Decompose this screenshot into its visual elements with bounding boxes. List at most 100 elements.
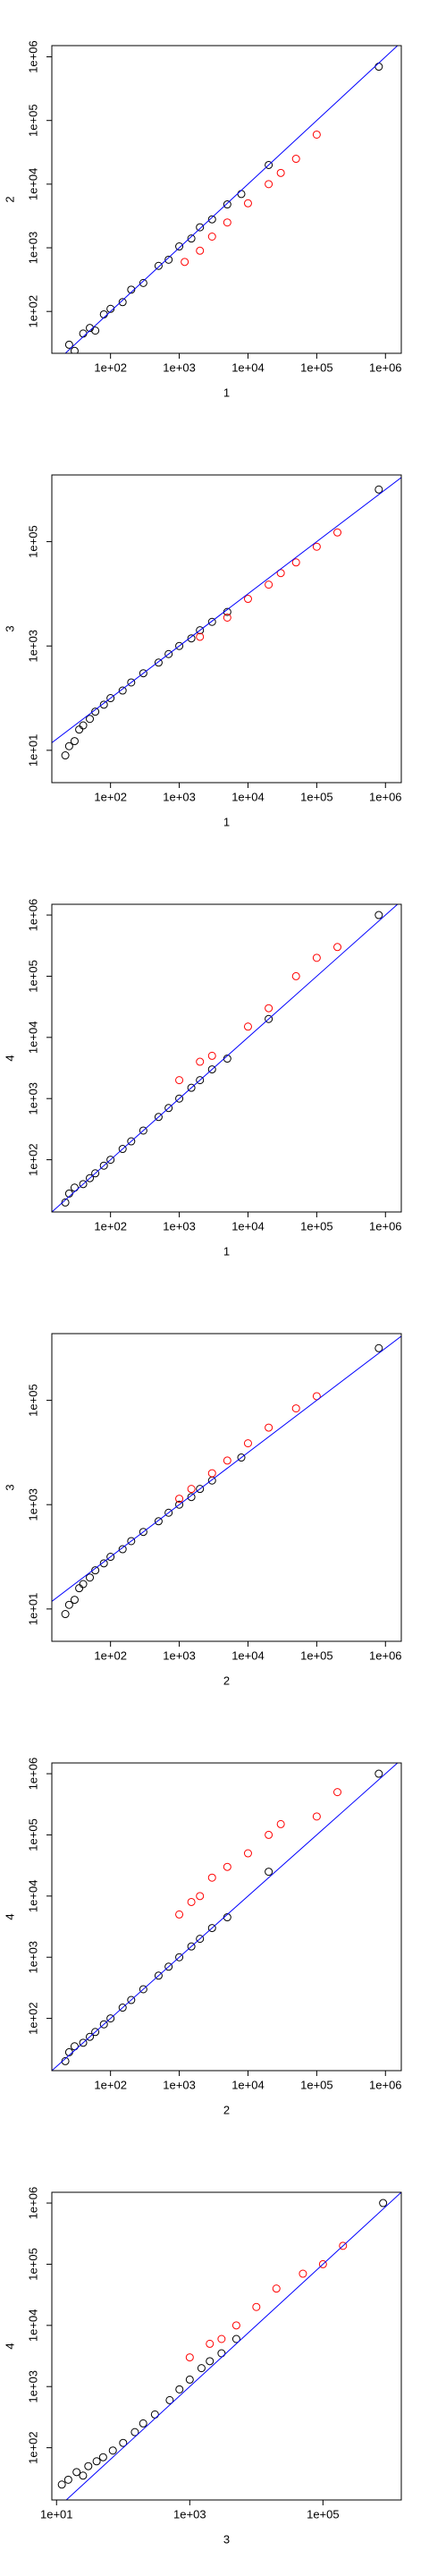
point xyxy=(70,1596,79,1605)
x-tick-label: 1e+03 xyxy=(163,2078,196,2091)
y-tick-label: 1e+03 xyxy=(26,2370,39,2403)
y-tick-label: 1e+04 xyxy=(26,2309,39,2343)
point xyxy=(223,218,231,227)
point xyxy=(118,686,127,695)
point xyxy=(272,2284,281,2293)
point xyxy=(217,2334,226,2343)
panel: 1e+02 1e+03 1e+04 1e+05 1e+06 1e+01 1e+03 1e+05… xyxy=(3,474,402,828)
y-tick-label: 1e+03 xyxy=(26,1941,39,1974)
point xyxy=(374,63,383,72)
point xyxy=(118,1145,127,1154)
point xyxy=(207,1873,216,1882)
point xyxy=(187,1897,196,1906)
point xyxy=(164,1962,173,1971)
point xyxy=(139,1126,147,1135)
point xyxy=(291,971,300,980)
panel: 1e+02 1e+03 1e+04 1e+05 1e+06 1e+02 1e+03 1e+04… xyxy=(3,1758,401,2117)
point xyxy=(175,641,184,650)
point xyxy=(196,223,205,232)
plot-area xyxy=(52,904,399,1212)
point xyxy=(175,1910,184,1919)
diagonal-line xyxy=(52,477,401,743)
diagonal-line xyxy=(65,2192,401,2500)
point xyxy=(207,617,216,626)
point xyxy=(374,1343,383,1352)
point xyxy=(164,255,173,264)
point xyxy=(243,1022,252,1031)
x-tick-label: 1e+04 xyxy=(231,1219,265,1233)
point xyxy=(61,1198,70,1207)
point xyxy=(84,2462,93,2470)
point xyxy=(276,168,285,177)
point xyxy=(70,2042,79,2051)
point xyxy=(175,1495,184,1504)
y-tick-label: 1e+02 xyxy=(26,2431,39,2464)
point xyxy=(139,669,147,678)
point xyxy=(75,1584,84,1593)
point xyxy=(106,2014,115,2023)
point xyxy=(312,542,321,551)
point xyxy=(154,1113,163,1122)
point xyxy=(196,1076,205,1085)
point xyxy=(185,2375,194,2384)
point xyxy=(333,528,342,537)
x-tick-label: 1e+06 xyxy=(369,1219,402,1233)
point xyxy=(187,234,196,243)
y-tick-label: 1e+01 xyxy=(26,734,39,767)
x-tick-label: 1e+02 xyxy=(94,1648,127,1662)
point xyxy=(223,613,231,622)
point xyxy=(79,2471,88,2480)
point xyxy=(130,2428,139,2436)
point xyxy=(187,1942,196,1951)
point xyxy=(231,2334,240,2343)
point xyxy=(154,1517,163,1526)
point xyxy=(379,2199,388,2207)
x-axis-title: 2 xyxy=(223,2103,230,2116)
point xyxy=(207,1065,216,1074)
point xyxy=(61,1610,70,1619)
point xyxy=(339,2241,348,2250)
point xyxy=(374,485,383,494)
plot-box xyxy=(51,45,402,354)
point xyxy=(374,1769,383,1778)
point xyxy=(106,694,115,703)
x-tick-label: 1e+05 xyxy=(300,1648,333,1662)
x-tick-label: 1e+03 xyxy=(163,790,196,803)
point xyxy=(196,1892,205,1901)
point xyxy=(91,326,100,335)
point xyxy=(98,2453,107,2462)
point xyxy=(265,1423,273,1432)
panel: 1e+02 1e+03 1e+04 1e+05 1e+06 1e+02 1e+03 1e+04… xyxy=(3,40,401,399)
y-axis-title: 4 xyxy=(3,1913,16,1919)
point xyxy=(175,2385,184,2394)
point xyxy=(312,130,321,139)
x-tick-label: 1e+03 xyxy=(163,1219,196,1233)
point xyxy=(265,580,273,589)
x-tick-label: 1e+03 xyxy=(163,1648,196,1662)
diagonal-line xyxy=(52,1763,399,2071)
point xyxy=(64,741,73,750)
point xyxy=(127,1537,136,1546)
point xyxy=(86,1573,95,1582)
x-tick-label: 1e+02 xyxy=(94,360,127,374)
x-tick-label: 1e+05 xyxy=(300,2078,333,2091)
point xyxy=(231,2321,240,2330)
point xyxy=(64,340,73,349)
y-tick-label: 1e+03 xyxy=(26,232,39,265)
point xyxy=(91,1169,100,1178)
point xyxy=(70,737,79,746)
point xyxy=(185,2353,194,2362)
point xyxy=(175,1500,184,1509)
point xyxy=(187,634,196,643)
y-axis-title: 3 xyxy=(3,625,16,631)
point xyxy=(91,708,100,716)
point xyxy=(127,678,136,687)
point xyxy=(223,200,231,209)
point xyxy=(99,700,108,709)
point xyxy=(64,1600,73,1609)
panel: 1e+02 1e+03 1e+04 1e+05 1e+06 1e+02 1e+03 1e+04… xyxy=(3,899,401,1258)
point xyxy=(139,278,147,287)
point xyxy=(187,1485,196,1494)
point xyxy=(154,658,163,667)
